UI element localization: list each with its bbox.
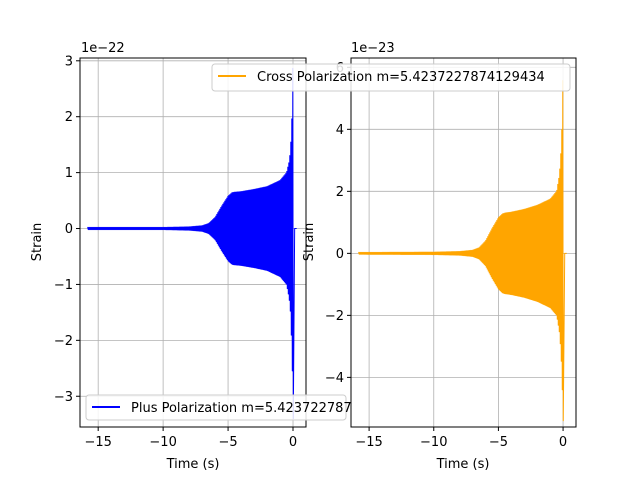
plus-y-tick-label: −2 xyxy=(54,334,73,349)
cross-axes-frame xyxy=(350,57,577,428)
cross-y-tick-label: −4 xyxy=(325,371,344,386)
cross-y-axis-label: Strain xyxy=(302,223,317,262)
plus-x-tick-label: −10 xyxy=(149,435,176,450)
cross-legend-label: Cross Polarization m=5.4237227874129434 xyxy=(257,70,545,85)
cross-x-axis-label: Time (s) xyxy=(436,457,490,472)
plus-legend: Plus Polarization m=5.4237227874129434 xyxy=(85,394,410,421)
cross-y-tick-label: −2 xyxy=(325,309,344,324)
plus-x-tick-label: 0 xyxy=(289,435,297,450)
cross-x-tick-label: −10 xyxy=(420,435,447,450)
cross-x-tick-label: 0 xyxy=(559,435,567,450)
plus-series-line xyxy=(87,67,297,420)
plus-y-tick-label: 0 xyxy=(65,222,73,237)
plus-x-axis-label: Time (s) xyxy=(166,457,220,472)
plus-x-tick-label: −15 xyxy=(84,435,111,450)
cross-y-tick-label: 2 xyxy=(336,185,344,200)
cross-x-tick-label: −15 xyxy=(355,435,382,450)
cross-polarization-axes: −15−10−50−4−20246 1e−23 Strain Time (s) … xyxy=(211,41,577,472)
plus-y-tick-label: 3 xyxy=(65,54,73,69)
plus-legend-box xyxy=(85,394,347,421)
cross-legend: Cross Polarization m=5.4237227874129434 xyxy=(211,63,571,92)
cross-y-tick-label: 0 xyxy=(336,247,344,262)
plus-legend-label: Plus Polarization m=5.4237227874129434 xyxy=(131,401,410,416)
cross-offset-label: 1e−23 xyxy=(351,41,395,56)
plus-x-tick-label: −5 xyxy=(218,435,237,450)
plus-offset-label: 1e−22 xyxy=(81,41,125,56)
cross-legend-box xyxy=(211,63,571,92)
cross-x-tick-label: −5 xyxy=(489,435,508,450)
plus-axes-frame xyxy=(79,57,307,428)
plus-y-tick-label: 2 xyxy=(65,110,73,125)
cross-y-tick-label: 4 xyxy=(336,123,344,138)
plus-y-tick-label: −1 xyxy=(54,278,73,293)
plus-y-axis-label: Strain xyxy=(30,223,45,262)
plus-y-tick-label: −3 xyxy=(54,390,73,405)
plus-y-tick-label: 1 xyxy=(65,166,73,181)
